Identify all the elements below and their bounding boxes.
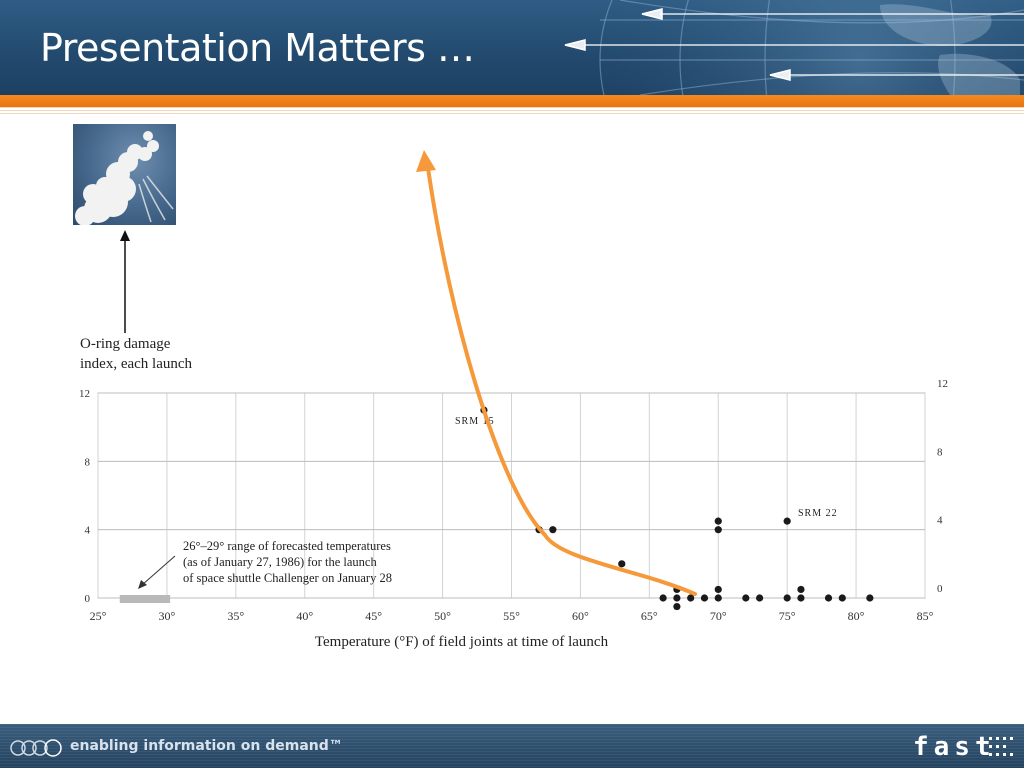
data-point [549, 526, 557, 534]
slide-title: Presentation Matters … [40, 26, 475, 70]
y-axis-label: index, each launch [80, 356, 193, 372]
x-tick-label: 75° [779, 609, 796, 623]
x-tick-label: 50° [434, 609, 451, 623]
data-point [838, 594, 846, 602]
y-tick-label-left: 8 [85, 456, 91, 468]
x-tick-label: 70° [710, 609, 727, 623]
label-arrow-head [120, 230, 130, 241]
trend-arrow-head [416, 150, 436, 172]
slide-footer [0, 724, 1024, 768]
oring-damage-chart: 25° 30° 35° 40° 45° 50° 55° 60° 65° 70° 75° 80° 85° 0… [79, 150, 948, 650]
forecast-annotation: 26°–29° range of forecasted temperatures [183, 539, 391, 553]
y-tick-label-right: 0 [937, 583, 943, 595]
y-tick-label-left: 4 [85, 525, 91, 537]
footer-stripes [0, 724, 1024, 768]
data-point [714, 526, 722, 534]
x-axis-label: Temperature (°F) of field joints at time… [315, 634, 609, 650]
globe-graphic [564, 0, 1024, 95]
footer-tagline: enabling information on demand™ [70, 738, 343, 754]
trend-curve [426, 166, 697, 596]
data-point [756, 594, 764, 602]
data-point [659, 594, 667, 602]
data-point [797, 585, 805, 594]
challenger-explosion-photo [73, 124, 176, 225]
x-tick-label: 40° [296, 609, 313, 623]
y-tick-label-right: 8 [937, 446, 943, 458]
forecast-annotation: (as of January 27, 1986) for the launch [183, 555, 377, 569]
forecast-pointer-line [141, 555, 176, 586]
data-point [673, 602, 681, 611]
x-tick-label: 80° [848, 609, 865, 623]
data-point [783, 594, 791, 602]
fast-logo: fast [913, 732, 996, 762]
data-point [714, 585, 722, 594]
srm15-label: SRM 15 [455, 416, 495, 427]
data-point [700, 594, 709, 602]
data-point [714, 594, 722, 602]
x-tick-label: 55° [503, 609, 520, 623]
forecast-range-bar [119, 595, 171, 603]
srm22-label: SRM 22 [798, 508, 838, 519]
forecast-annotation: of space shuttle Challenger on January 2… [183, 571, 392, 585]
data-point [742, 594, 750, 602]
dots-grid-icon [989, 737, 1013, 756]
y-tick-label-left: 12 [79, 388, 90, 400]
data-point [824, 594, 833, 602]
data-point [797, 594, 805, 602]
y-tick-label-right: 12 [937, 378, 948, 390]
slide-header: Presentation Matters … [0, 0, 1024, 95]
smoke-plume-image [75, 131, 174, 225]
data-point [618, 560, 626, 568]
x-tick-label: 25° [90, 609, 107, 623]
x-tick-label: 60° [572, 609, 589, 623]
data-point [673, 594, 681, 602]
data-point [783, 517, 791, 525]
accent-bar [0, 95, 1024, 107]
forecast-pointer-head [138, 580, 147, 589]
x-tick-label: 35° [227, 609, 244, 623]
rings-logo-icon [10, 739, 62, 757]
y-axis-label: O-ring damage [80, 336, 171, 352]
x-tick-label: 85° [917, 609, 934, 623]
data-point [866, 594, 874, 602]
data-point [687, 594, 695, 602]
divider-lines [0, 107, 1024, 115]
x-tick-label: 30° [159, 609, 176, 623]
y-tick-label-right: 4 [937, 515, 943, 527]
y-tick-label-left: 0 [85, 593, 91, 605]
x-tick-label: 45° [365, 609, 382, 623]
data-point [714, 517, 722, 525]
x-tick-label: 65° [641, 609, 658, 623]
